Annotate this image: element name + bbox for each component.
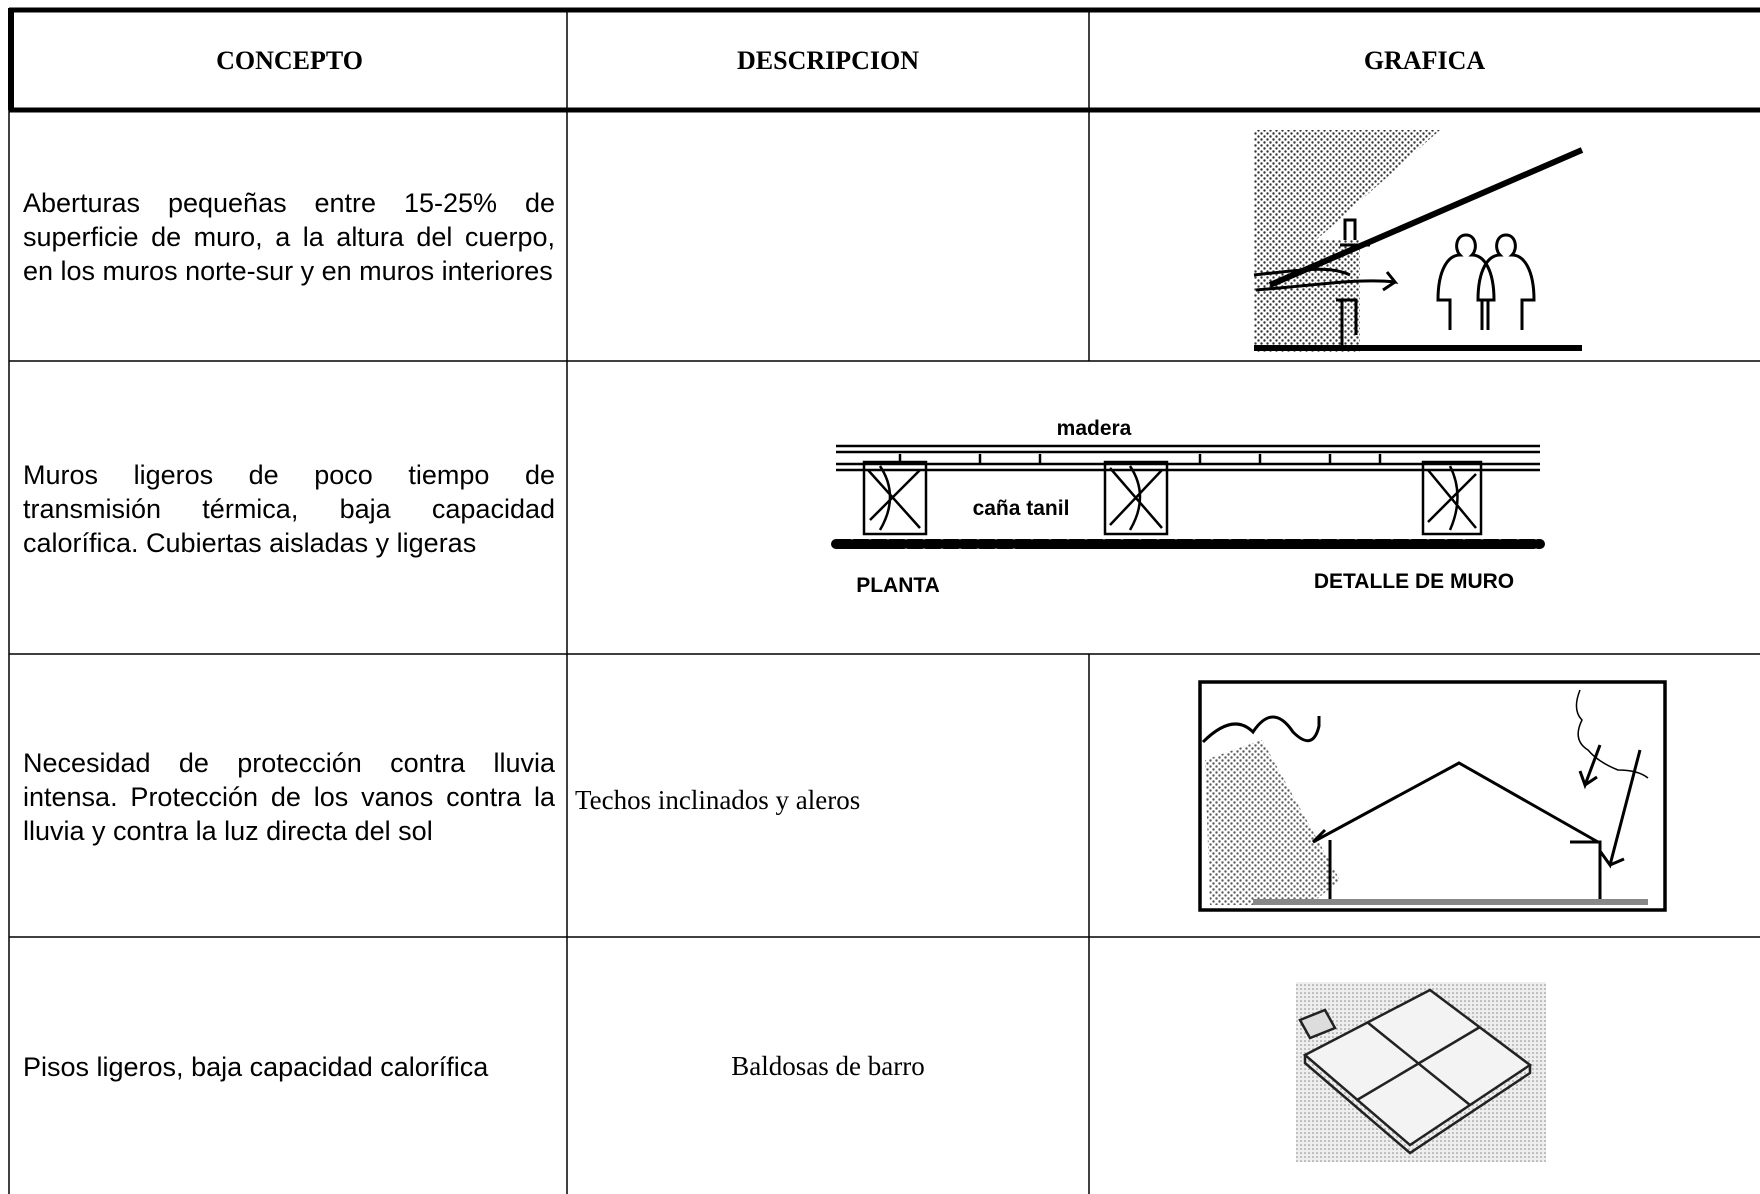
- sketch-wall-detail: madera caña tanil PLANTA DETALLE DE MURO: [831, 417, 1545, 597]
- sketch-wall-detail-part: [862, 460, 928, 536]
- sketch-roof-rain-part: [1205, 740, 1340, 905]
- sketch-ventilation-part: [1436, 233, 1496, 330]
- sketch-roof-rain-part: [1575, 689, 1649, 779]
- sketch-roof-rain-part: [1311, 761, 1602, 904]
- sketch-floor-tiles: [1296, 982, 1546, 1162]
- header-cell: GRAFICA: [1363, 46, 1486, 75]
- sketch-ventilation-part: [1268, 147, 1584, 288]
- concept-cell: Aberturas pequeñas entre 15-25% de super…: [9, 112, 567, 361]
- sketch-floor-tiles-part: [1356, 1021, 1481, 1106]
- sketch-ventilation-part: [1340, 218, 1370, 247]
- concept-cell: Muros ligeros de poco tiempo de transmis…: [9, 363, 567, 654]
- concept-text: Pisos ligeros, baja capacidad calorífica: [23, 1051, 489, 1082]
- sketch-roof-rain-part: [1201, 715, 1321, 744]
- sketch-ventilation-part: [1336, 298, 1358, 350]
- concept-cell: Necesidad de protección contra lluvia in…: [9, 656, 567, 937]
- sketch-wall-detail-part: [898, 454, 1382, 464]
- sketch-wall-detail-part: [1103, 460, 1169, 536]
- sketch-roof-rain: [1198, 680, 1667, 912]
- sketch-ventilation: [1253, 130, 1584, 352]
- graphic-label: caña tanil: [973, 497, 1070, 520]
- sketch-wall-detail-part: [1421, 460, 1483, 536]
- concept-text: Muros ligeros de poco tiempo de transmis…: [23, 459, 555, 558]
- concept-text: Aberturas pequeñas entre 15-25% de super…: [23, 187, 555, 286]
- header-cell: CONCEPTO: [216, 46, 363, 75]
- sketch-wall-detail-part: [836, 444, 1540, 472]
- grid-lines: [8, 7, 1760, 1194]
- description-cell: Baldosas de barro: [731, 1051, 925, 1081]
- sketch-ventilation-part: [1254, 240, 1360, 352]
- sketch-roof-rain-part: [1198, 680, 1667, 912]
- sketch-wall-detail-part: [1109, 465, 1163, 531]
- sketch-ventilation-part: [1476, 233, 1536, 330]
- graphic-label: madera: [1057, 417, 1132, 440]
- sketch-ventilation-part: [1253, 267, 1399, 292]
- concept-text: Necesidad de protección contra lluvia in…: [23, 747, 555, 846]
- sketch-wall-detail-part: [1427, 465, 1477, 531]
- sketch-floor-tiles-part: [1303, 1055, 1532, 1155]
- graphic-label: PLANTA: [856, 574, 940, 597]
- header-cell: DESCRIPCION: [736, 46, 920, 75]
- concept-cell: Pisos ligeros, baja capacidad calorífica: [9, 939, 567, 1194]
- description-cell: Techos inclinados y aleros: [575, 784, 861, 815]
- sketch-roof-rain-part: [1578, 744, 1642, 869]
- graphic-label: DETALLE DE MURO: [1314, 570, 1514, 593]
- sketch-wall-detail-part: [867, 465, 921, 531]
- sketch-floor-tiles-part: [1298, 1008, 1337, 1040]
